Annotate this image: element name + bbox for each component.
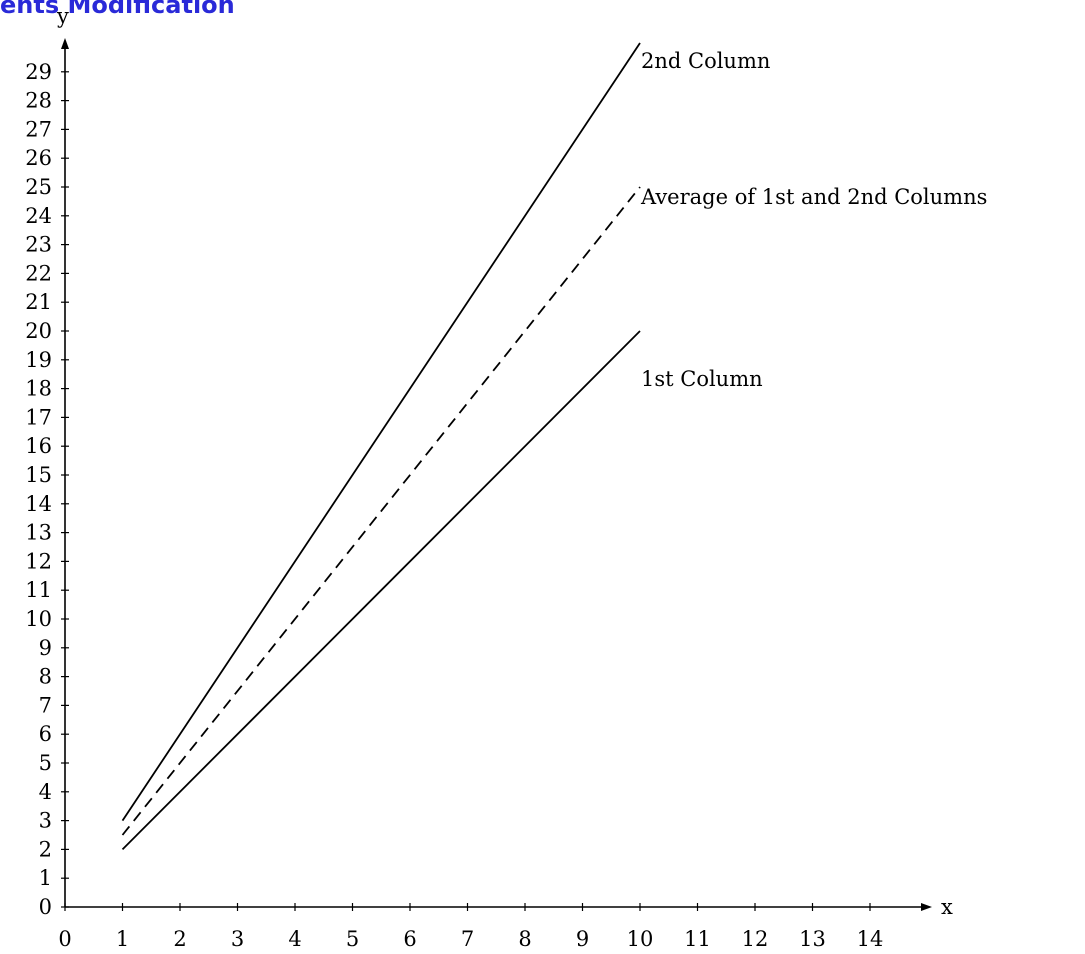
- ticks: 0 1 2 3 4 5 6 7 8 9 10 11 12 13 1401234567891011121314…: [25, 60, 883, 951]
- y-tick-label: 19: [25, 348, 52, 372]
- y-tick-label: 8: [39, 665, 52, 689]
- x-tick-label: 12: [742, 927, 769, 951]
- x-tick-label: 11: [684, 927, 711, 951]
- y-tick-label: 24: [25, 204, 52, 228]
- series-lines: [121, 42, 641, 851]
- y-tick-label: 23: [25, 233, 52, 257]
- x-axis-label: x: [941, 895, 953, 919]
- series-label-1: 2nd Column: [641, 49, 770, 73]
- x-tick-label: 2: [173, 927, 186, 951]
- y-tick-label: 13: [25, 521, 52, 545]
- y-tick-label: 10: [25, 607, 52, 631]
- x-tick-label: 3: [231, 927, 244, 951]
- x-tick-label: 13: [799, 927, 826, 951]
- y-tick-label: 15: [25, 463, 52, 487]
- y-tick-label: 1: [39, 866, 52, 890]
- y-tick-label: 22: [25, 261, 52, 285]
- series-label-3: 1st Column: [641, 367, 763, 391]
- x-axis-arrow: [921, 903, 932, 911]
- x-tick-label: 1: [116, 927, 129, 951]
- y-tick-label: 6: [39, 722, 52, 746]
- y-tick-label: 7: [39, 693, 52, 717]
- y-tick-label: 27: [25, 117, 52, 141]
- y-tick-label: 25: [25, 175, 52, 199]
- y-tick-label: 0: [39, 895, 52, 919]
- x-tick-label: 0: [58, 927, 71, 951]
- y-axis-label: y: [56, 4, 69, 28]
- y-tick-label: 21: [25, 290, 52, 314]
- y-tick-label: 5: [39, 751, 52, 775]
- series-line-3: [121, 330, 641, 851]
- y-tick-label: 3: [39, 809, 52, 833]
- y-tick-label: 4: [39, 780, 52, 804]
- x-tick-label: 5: [346, 927, 359, 951]
- y-tick-label: 18: [25, 377, 52, 401]
- y-tick-label: 28: [25, 89, 52, 113]
- series-line-2: [121, 186, 641, 836]
- series-labels: 2nd Column Average of 1st and 2nd Columns…: [640, 49, 987, 391]
- y-tick-label: 29: [25, 60, 52, 84]
- y-tick-label: 26: [25, 146, 52, 170]
- x-tick-label: 14: [857, 927, 884, 951]
- x-tick-label: 4: [288, 927, 301, 951]
- y-tick-label: 14: [25, 492, 52, 516]
- y-tick-label: 9: [39, 636, 52, 660]
- y-tick-label: 2: [39, 837, 52, 861]
- y-tick-label: 20: [25, 319, 52, 343]
- x-tick-label: 6: [403, 927, 416, 951]
- y-tick-label: 17: [25, 405, 52, 429]
- series-line-1: [121, 42, 641, 822]
- y-tick-label: 12: [25, 549, 52, 573]
- x-tick-label: 10: [627, 927, 654, 951]
- x-tick-label: 8: [518, 927, 531, 951]
- y-tick-label: 16: [25, 434, 52, 458]
- series-label-2: Average of 1st and 2nd Columns: [640, 185, 987, 209]
- y-axis-arrow: [61, 38, 69, 49]
- x-tick-label: 9: [576, 927, 589, 951]
- y-tick-label: 11: [25, 578, 52, 602]
- page-title: ents Modification: [0, 0, 235, 19]
- x-tick-label: 7: [461, 927, 474, 951]
